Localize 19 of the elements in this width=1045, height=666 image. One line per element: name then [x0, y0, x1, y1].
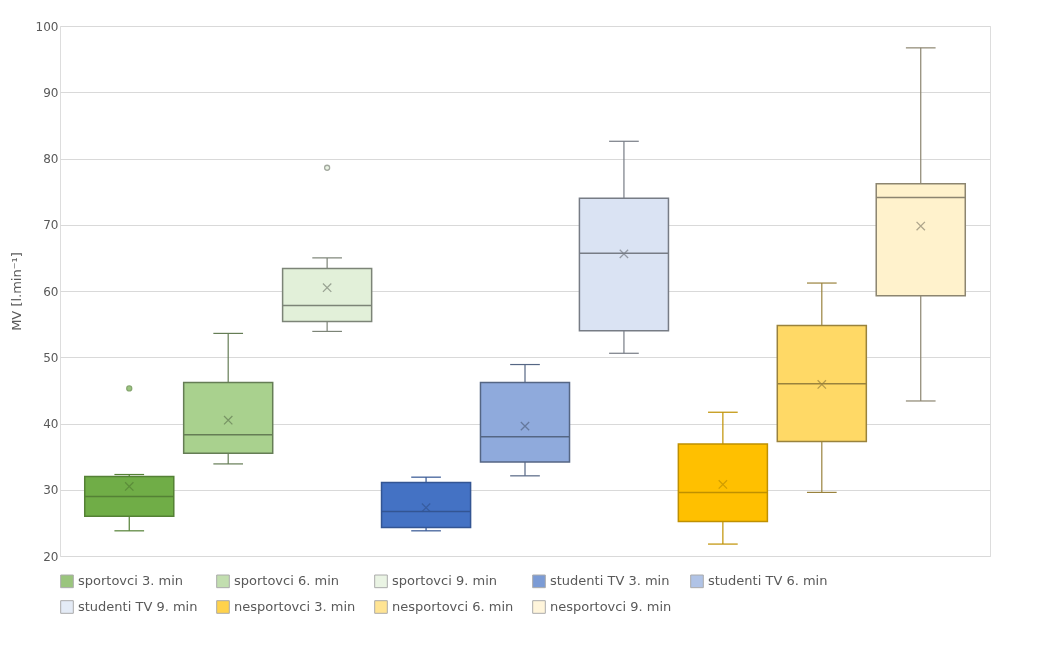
- legend-label: studenti TV 9. min: [78, 599, 198, 614]
- legend-label: studenti TV 6. min: [708, 573, 828, 589]
- legend-label: sportovci 6. min: [234, 573, 340, 589]
- legend-label: nesportovci 6. min: [392, 599, 514, 614]
- legend-label: studenti TV 3. min: [550, 573, 670, 589]
- y-tick-label: 20: [43, 549, 59, 564]
- legend-label: nesportovci 9. min: [550, 599, 672, 614]
- y-tick-label: 90: [43, 85, 59, 100]
- y-tick-label: 70: [43, 218, 59, 233]
- legend-label: nesportovci 3. min: [234, 599, 356, 614]
- y-axis-title: MV [l.min⁻¹]: [8, 252, 24, 331]
- y-tick-label: 60: [43, 284, 59, 299]
- y-tick-label: 30: [43, 483, 59, 498]
- y-tick-label: 100: [35, 19, 59, 34]
- y-tick-label: 40: [43, 417, 59, 431]
- legend-label: sportovci 9. min: [392, 573, 498, 589]
- legend-label: sportovci 3. min: [78, 573, 184, 589]
- y-tick-label: 80: [43, 152, 59, 166]
- y-tick-label: 50: [43, 350, 59, 365]
